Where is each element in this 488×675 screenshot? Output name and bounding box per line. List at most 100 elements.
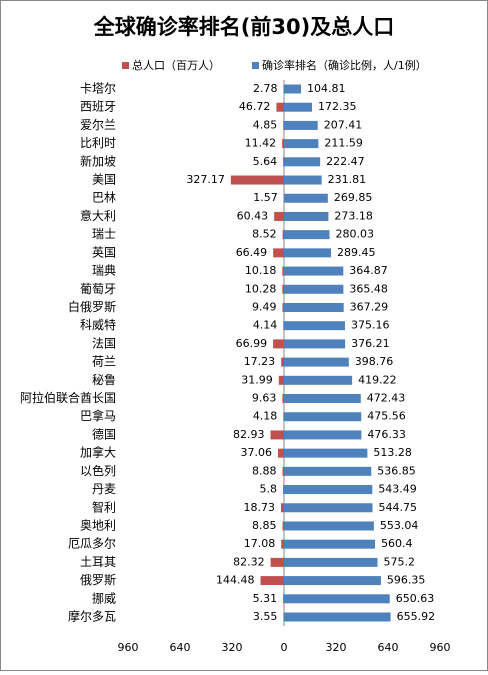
y-tick-label: 德国 <box>92 426 116 441</box>
data-label: 66.49 <box>236 246 268 259</box>
legend-label: 确诊率排名（确诊比例，人/1例） <box>262 58 427 72</box>
bar <box>284 613 391 622</box>
bar <box>281 358 284 367</box>
data-label: 655.92 <box>397 610 436 623</box>
data-label: 17.08 <box>244 537 276 550</box>
y-tick-label: 以色列 <box>80 464 116 478</box>
x-tick-label: 960 <box>118 641 139 654</box>
y-tick-label: 巴林 <box>92 191 116 205</box>
y-tick-label: 西班牙 <box>80 100 116 114</box>
data-label: 211.59 <box>324 137 363 150</box>
data-label: 544.75 <box>379 501 418 514</box>
bar <box>284 412 361 421</box>
data-label: 543.49 <box>378 483 417 496</box>
data-label: 269.85 <box>334 191 373 204</box>
bar <box>271 558 284 567</box>
data-label: 9.63 <box>252 392 277 405</box>
data-label: 273.18 <box>334 209 373 222</box>
data-label: 560.4 <box>381 537 413 550</box>
y-tick-label: 爱尔兰 <box>80 117 116 132</box>
bar <box>284 449 367 458</box>
bar <box>282 267 284 276</box>
data-label: 375.16 <box>351 319 390 332</box>
bar <box>284 594 390 603</box>
bar <box>284 540 375 549</box>
y-tick-label: 厄瓜多尔 <box>68 536 116 551</box>
bar <box>284 358 349 367</box>
y-tick-label: 瑞士 <box>92 227 116 241</box>
bar <box>278 449 284 458</box>
data-label: 376.21 <box>351 337 390 350</box>
bar <box>279 376 284 385</box>
data-label: 82.32 <box>233 555 265 568</box>
x-tick-label: 640 <box>378 641 399 654</box>
bar <box>284 558 377 567</box>
data-label: 222.47 <box>326 155 365 168</box>
data-label: 60.43 <box>237 209 269 222</box>
y-tick-label: 科威特 <box>80 317 116 332</box>
y-tick-label: 比利时 <box>80 136 116 150</box>
x-tick-label: 0 <box>281 641 288 654</box>
data-label: 419.22 <box>358 373 397 386</box>
x-tick-label: 320 <box>326 641 347 654</box>
y-tick-label: 智利 <box>92 499 116 514</box>
data-label: 364.87 <box>349 264 388 277</box>
y-tick-label: 法国 <box>92 336 116 350</box>
bar <box>284 194 328 203</box>
y-tick-label: 卡塔尔 <box>80 81 116 96</box>
y-tick-label: 挪威 <box>92 591 116 605</box>
y-tick-label: 丹麦 <box>92 482 116 496</box>
data-label: 536.85 <box>377 464 416 477</box>
data-label: 472.43 <box>367 392 406 405</box>
bar <box>276 103 284 112</box>
data-label: 17.23 <box>244 355 276 368</box>
y-tick-label: 阿拉伯联合酋长国 <box>20 390 116 405</box>
bar <box>274 212 284 221</box>
data-label: 8.85 <box>252 519 277 532</box>
data-label: 476.33 <box>367 428 406 441</box>
y-tick-label: 英国 <box>92 245 116 259</box>
bar <box>273 339 284 348</box>
data-label: 596.35 <box>387 574 426 587</box>
bar <box>284 303 344 312</box>
bar <box>284 376 352 385</box>
data-label: 4.18 <box>253 410 278 423</box>
bar <box>231 176 284 185</box>
x-tick-label: 960 <box>430 641 451 654</box>
bar <box>283 321 284 330</box>
data-label: 2.78 <box>253 82 278 95</box>
data-label: 66.99 <box>236 337 268 350</box>
x-tick-label: 320 <box>222 641 243 654</box>
bar <box>281 540 284 549</box>
data-label: 475.56 <box>367 410 406 423</box>
bar <box>283 412 284 421</box>
bar <box>283 467 284 476</box>
bar <box>284 394 361 403</box>
y-tick-label: 俄罗斯 <box>80 573 116 587</box>
y-tick-label: 意大利 <box>80 208 116 223</box>
data-label: 207.41 <box>324 118 363 131</box>
legend-label: 总人口（百万人） <box>132 58 220 72</box>
data-label: 10.28 <box>245 282 277 295</box>
data-label: 5.64 <box>253 155 278 168</box>
bar <box>283 521 284 530</box>
data-label: 46.72 <box>239 100 271 113</box>
bar <box>283 594 284 603</box>
data-label: 327.17 <box>186 173 225 186</box>
data-label: 575.2 <box>383 555 415 568</box>
bar <box>271 430 284 439</box>
bar <box>284 521 374 530</box>
y-tick-label: 美国 <box>92 173 116 187</box>
data-label: 367.29 <box>350 300 389 313</box>
bar <box>284 248 331 257</box>
bar <box>284 321 345 330</box>
data-label: 231.81 <box>328 173 367 186</box>
y-tick-label: 奥地利 <box>80 518 116 532</box>
bar <box>284 285 343 294</box>
data-label: 144.48 <box>216 574 255 587</box>
bar <box>284 121 318 130</box>
bar <box>284 139 318 148</box>
bar <box>284 503 373 512</box>
data-label: 8.52 <box>252 228 277 241</box>
